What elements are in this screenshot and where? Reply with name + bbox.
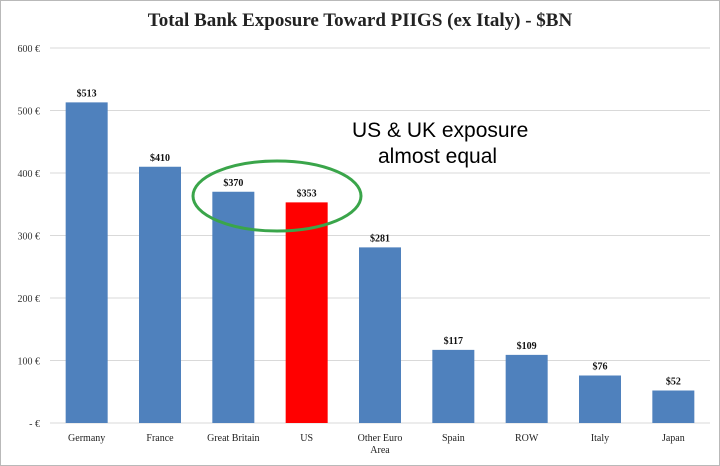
bar-other-euro-area [359, 247, 401, 423]
data-label: $76 [593, 362, 608, 373]
annotation-line-2: almost equal [378, 145, 498, 168]
y-tick-label: 300 € [18, 232, 41, 243]
y-tick-label: 200 € [18, 294, 41, 305]
bar-japan [652, 390, 695, 423]
x-tick-label: Italy [591, 433, 609, 444]
x-tick-label: ROW [515, 433, 539, 444]
data-label: $109 [517, 341, 537, 352]
data-label: $370 [223, 178, 243, 189]
bar-spain [432, 349, 475, 423]
annotation-line-1: US & UK exposure [352, 119, 529, 142]
bar-us [285, 202, 328, 423]
x-axis-ticks: Germany France Great Britain US Other Euro Ar… [68, 433, 685, 456]
annotation-text: US & UK exposure almost equal [352, 118, 612, 170]
x-tick-label: Spain [442, 433, 465, 444]
y-tick-label: 600 € [18, 44, 41, 55]
data-label: $410 [150, 153, 170, 164]
x-tick-label: Other Euro Area [358, 433, 403, 456]
x-tick-label: Great Britain [207, 433, 259, 444]
x-tick-label: US [300, 433, 313, 444]
bar-france [139, 166, 181, 423]
bars [65, 102, 695, 423]
data-labels: $513 $410 $370 $353 $281 $117 $109 $76 $52 [77, 88, 681, 387]
x-tick-label: Japan [662, 433, 685, 444]
x-tick-label: Germany [68, 433, 105, 444]
y-tick-label: 100 € [18, 357, 41, 368]
y-tick-label: 400 € [18, 169, 41, 180]
data-label: $513 [77, 88, 97, 99]
bar-germany [65, 102, 108, 423]
chart-title: Total Bank Exposure Toward PIIGS (ex Ita… [147, 10, 573, 31]
highlight-circle [191, 159, 363, 233]
y-axis-ticks: - € 100 € 200 € 300 € 400 € 500 € 600 € [18, 44, 41, 430]
data-label: $52 [666, 377, 681, 388]
data-label: $117 [444, 336, 463, 347]
bar-italy [579, 375, 621, 423]
y-tick-label: - € [29, 419, 40, 430]
data-label: $281 [370, 233, 390, 244]
data-label: $353 [297, 188, 317, 199]
x-tick-label: France [146, 433, 174, 444]
bar-row [505, 354, 548, 423]
y-tick-label: 500 € [18, 107, 41, 118]
